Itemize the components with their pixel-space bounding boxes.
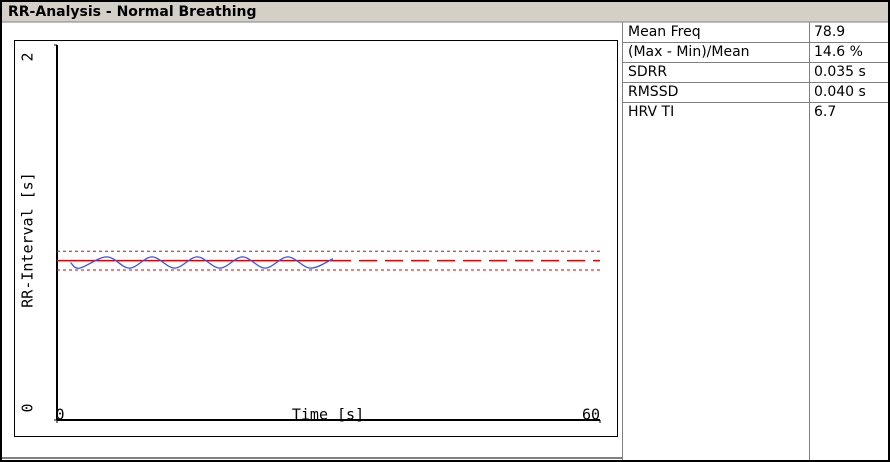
y-axis-label: RR-Interval [s] [19,172,37,307]
metric-value: 14.6 % [814,44,863,60]
x-tick-label: 60 [582,406,600,424]
metric-value: 78.9 [814,24,845,40]
metric-value: 0.035 s [814,64,866,80]
chart-box [14,40,618,437]
window-title: RR-Analysis - Normal Breathing [8,4,256,20]
metric-value: 6.7 [814,104,836,120]
title-bar [2,2,888,22]
x-axis-label: Time [s] [292,406,364,424]
y-tick-label: 0 [19,403,37,412]
metric-label: Mean Freq [628,24,701,40]
rr-line [70,256,334,269]
y-tick-label: 2 [19,52,37,61]
chart: 0 2 0 60 Time [s] RR-Interval [s] [19,44,601,424]
metric-label: (Max - Min)/Mean [628,44,750,60]
metric-label: HRV TI [628,104,674,120]
metric-label: SDRR [628,64,667,80]
metric-label: RMSSD [628,84,678,100]
x-tick-label: 0 [55,406,64,424]
metric-value: 0.040 s [814,84,866,100]
metrics-table: Mean Freq 78.9 (Max - Min)/Mean 14.6 % SDRR 0… [623,24,888,120]
